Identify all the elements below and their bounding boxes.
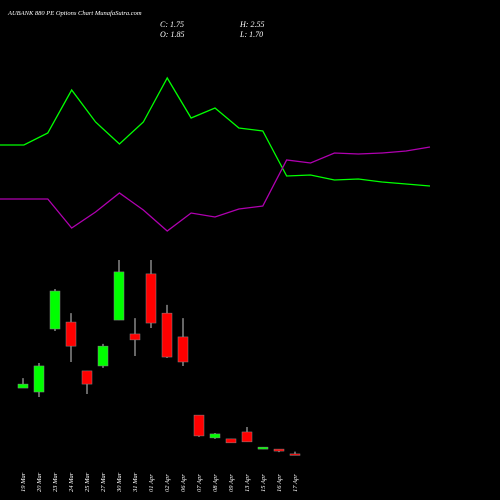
candle-body: [33, 365, 45, 393]
x-tick-label: 24 Mar: [68, 472, 75, 492]
x-tick-label: 01 Apr: [148, 474, 155, 492]
x-tick-label: 20 Mar: [36, 472, 43, 492]
candle-body: [257, 446, 269, 450]
info-low: L: 1.70: [239, 30, 263, 39]
chart-title: AUBANK 880 PE Options Chart MunafaSutra.…: [7, 10, 142, 17]
x-tick-label: 17 Apr: [292, 474, 299, 492]
candle-body: [177, 336, 189, 363]
x-tick-label: 02 Apr: [164, 474, 171, 492]
candle-body: [209, 433, 221, 439]
x-tick-label: 13 Apr: [244, 474, 251, 492]
x-tick-label: 15 Apr: [260, 474, 267, 492]
candle-body: [49, 290, 61, 330]
x-tick-label: 16 Apr: [276, 474, 283, 492]
candle-body: [161, 312, 173, 358]
indicator-line: [0, 76, 431, 187]
candle-body: [273, 448, 285, 452]
candle-body: [289, 453, 301, 456]
candle-body: [129, 333, 141, 341]
info-open: O: 1.85: [160, 30, 184, 39]
candle-body: [81, 370, 93, 385]
x-tick-label: 23 Mar: [52, 472, 59, 492]
x-tick-label: 07 Apr: [196, 474, 203, 492]
candle-body: [241, 431, 253, 443]
x-tick-label: 25 Mar: [84, 472, 91, 492]
candle-body: [97, 345, 109, 367]
x-tick-label: 06 Apr: [180, 474, 187, 492]
candle-body: [17, 383, 29, 389]
candle-body: [145, 273, 157, 324]
x-tick-label: 30 Mar: [116, 472, 123, 493]
candle-body: [65, 321, 77, 347]
indicator-line: [0, 146, 431, 232]
candle-body: [113, 271, 125, 321]
candle-body: [225, 438, 237, 444]
x-tick-label: 09 Apr: [228, 474, 235, 492]
x-tick-label: 27 Mar: [100, 472, 107, 492]
candle-body: [193, 414, 205, 437]
info-close: C: 1.75: [160, 20, 184, 29]
x-tick-label: 31 Mar: [132, 472, 139, 493]
info-high: H: 2.55: [239, 20, 264, 29]
x-tick-label: 08 Apr: [212, 474, 219, 492]
x-tick-label: 19 Mar: [20, 472, 27, 492]
